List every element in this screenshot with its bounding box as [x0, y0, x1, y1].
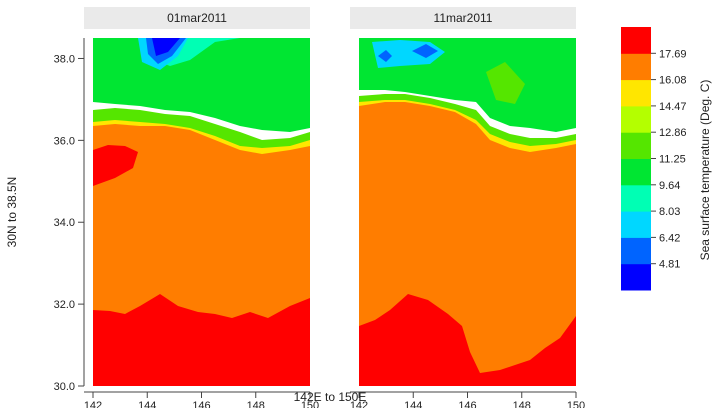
colorbar-ticks: 4.81 6.42 8.03 9.64 11.25 12.86 14.47 16.08 17.6… [651, 48, 687, 271]
panel-plot-right [359, 38, 576, 386]
colorbar-tick-label: 12.86 [659, 127, 687, 139]
x-tick-label: 146 [192, 400, 210, 408]
y-tick-label: 38.0 [54, 53, 75, 65]
colorbar-title: Sea surface temperature (Deg. C) [698, 80, 712, 261]
heatmap-left-hot-patch [93, 145, 138, 186]
y-axis-label: 30N to 38.5N [5, 177, 19, 248]
colorbar-segment [621, 184, 651, 212]
x-tick-label: 150 [567, 400, 585, 408]
y-tick-label: 32.0 [54, 299, 75, 311]
axes-left [83, 38, 310, 393]
colorbar-segment [621, 158, 651, 186]
colorbar-tick-label: 4.81 [659, 259, 680, 271]
colorbar-tick-label: 16.08 [659, 75, 687, 87]
heatmap-left-cold-3 [152, 38, 180, 56]
x-axis-ticks-left: 142 144 146 148 150 [84, 392, 319, 412]
y-tick-label: 34.0 [54, 217, 75, 229]
x-tick-label: 142 [84, 400, 102, 408]
panel-title-right: 11mar2011 [434, 11, 493, 25]
colorbar [621, 27, 651, 291]
heatmap-right-hot-bottom [359, 294, 576, 386]
colorbar-segment [621, 53, 651, 81]
x-tick-label: 148 [513, 400, 531, 408]
x-tick-label: 144 [404, 400, 422, 408]
panel-plot-left [93, 38, 310, 386]
heatmap-left-hot-bottom [93, 294, 310, 386]
colorbar-tick-label: 11.25 [659, 154, 686, 166]
colorbar-tick-label: 17.69 [659, 48, 687, 60]
colorbar-tick-label: 14.47 [659, 101, 687, 113]
heatmap-right-cold-2 [412, 44, 438, 58]
colorbar-segment [621, 237, 651, 265]
colorbar-segment [621, 79, 651, 107]
heatmap-right-cold-3 [378, 50, 392, 62]
panel-strip-right [350, 7, 576, 29]
colorbar-tick-label: 6.42 [659, 232, 680, 244]
colorbar-segment [621, 132, 651, 159]
x-axis-label: 142E to 150E [294, 390, 367, 404]
x-tick-label: 146 [458, 400, 476, 408]
x-tick-label: 144 [138, 400, 156, 408]
heatmap-right-pocket [486, 62, 525, 104]
colorbar-segment [621, 105, 651, 133]
colorbar-tick-label: 9.64 [659, 180, 680, 192]
colorbar-segment [621, 263, 651, 291]
panel-title-left: 01mar2011 [167, 11, 227, 25]
heatmap-left-band-3 [93, 108, 310, 150]
y-tick-label: 30.0 [54, 381, 75, 393]
x-tick-label: 148 [247, 400, 265, 408]
colorbar-tick-label: 8.03 [659, 206, 680, 218]
y-tick-label: 36.0 [54, 135, 75, 147]
y-axis-ticks: 30.0 32.0 34.0 36.0 38.0 [54, 53, 84, 393]
colorbar-segment [621, 211, 651, 238]
panel-strip-left [84, 7, 310, 29]
x-axis-ticks-right: 142 144 146 148 150 [350, 392, 585, 412]
colorbar-segment [621, 27, 651, 54]
